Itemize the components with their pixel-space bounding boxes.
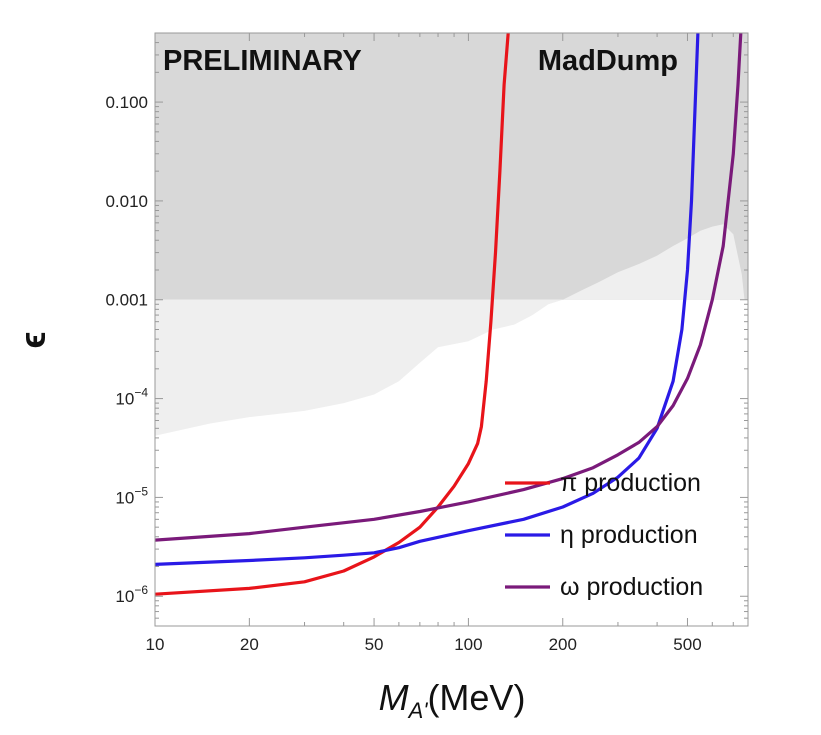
y-tick-exponent: −4 <box>134 386 148 400</box>
y-tick-exponent: −5 <box>134 484 148 498</box>
x-tick-label-4: 200 <box>549 635 577 654</box>
y-tick-label-3: 0.001 <box>105 291 148 310</box>
series-line-1 <box>155 33 700 566</box>
x-axis-title-unit: (MeV) <box>427 677 525 718</box>
y-tick-base: 10 <box>115 587 134 606</box>
legend: π production η production ω production <box>505 469 703 601</box>
x-axis-title-main: M <box>379 677 409 718</box>
legend-label-2: ω production <box>560 573 703 601</box>
x-tick-label-2: 50 <box>365 635 384 654</box>
legend-label-0: π production <box>560 469 701 497</box>
x-tick-label-5: 500 <box>673 635 701 654</box>
excluded-region-upper <box>155 33 748 300</box>
preliminary-label: PRELIMINARY <box>163 45 362 77</box>
excluded-region-light <box>155 224 745 436</box>
y-axis-title: ϵ <box>12 331 53 348</box>
y-tick-label-1: 10−5 <box>115 484 148 507</box>
series-line-2 <box>155 33 743 542</box>
series-layer <box>155 33 743 596</box>
y-tick-label-2: 10−4 <box>115 386 148 409</box>
x-axis-title-sub: A' <box>407 698 429 723</box>
y-tick-base: 10 <box>115 488 134 507</box>
y-tick-base: 10 <box>115 390 134 409</box>
x-axis-title: MA'(MeV) <box>379 677 526 723</box>
x-tick-label-3: 100 <box>454 635 482 654</box>
legend-label-1: η production <box>560 521 698 549</box>
y-tick-exponent: −6 <box>134 583 148 597</box>
excluded-regions <box>155 33 748 436</box>
x-tick-label-1: 20 <box>240 635 259 654</box>
y-tick-label-0: 10−6 <box>115 583 148 606</box>
x-tick-label-0: 10 <box>146 635 165 654</box>
series-line-0 <box>155 33 510 596</box>
y-tick-label-4: 0.010 <box>105 192 148 211</box>
maddump-label: MadDump <box>538 45 678 77</box>
y-tick-label-5: 0.100 <box>105 93 148 112</box>
